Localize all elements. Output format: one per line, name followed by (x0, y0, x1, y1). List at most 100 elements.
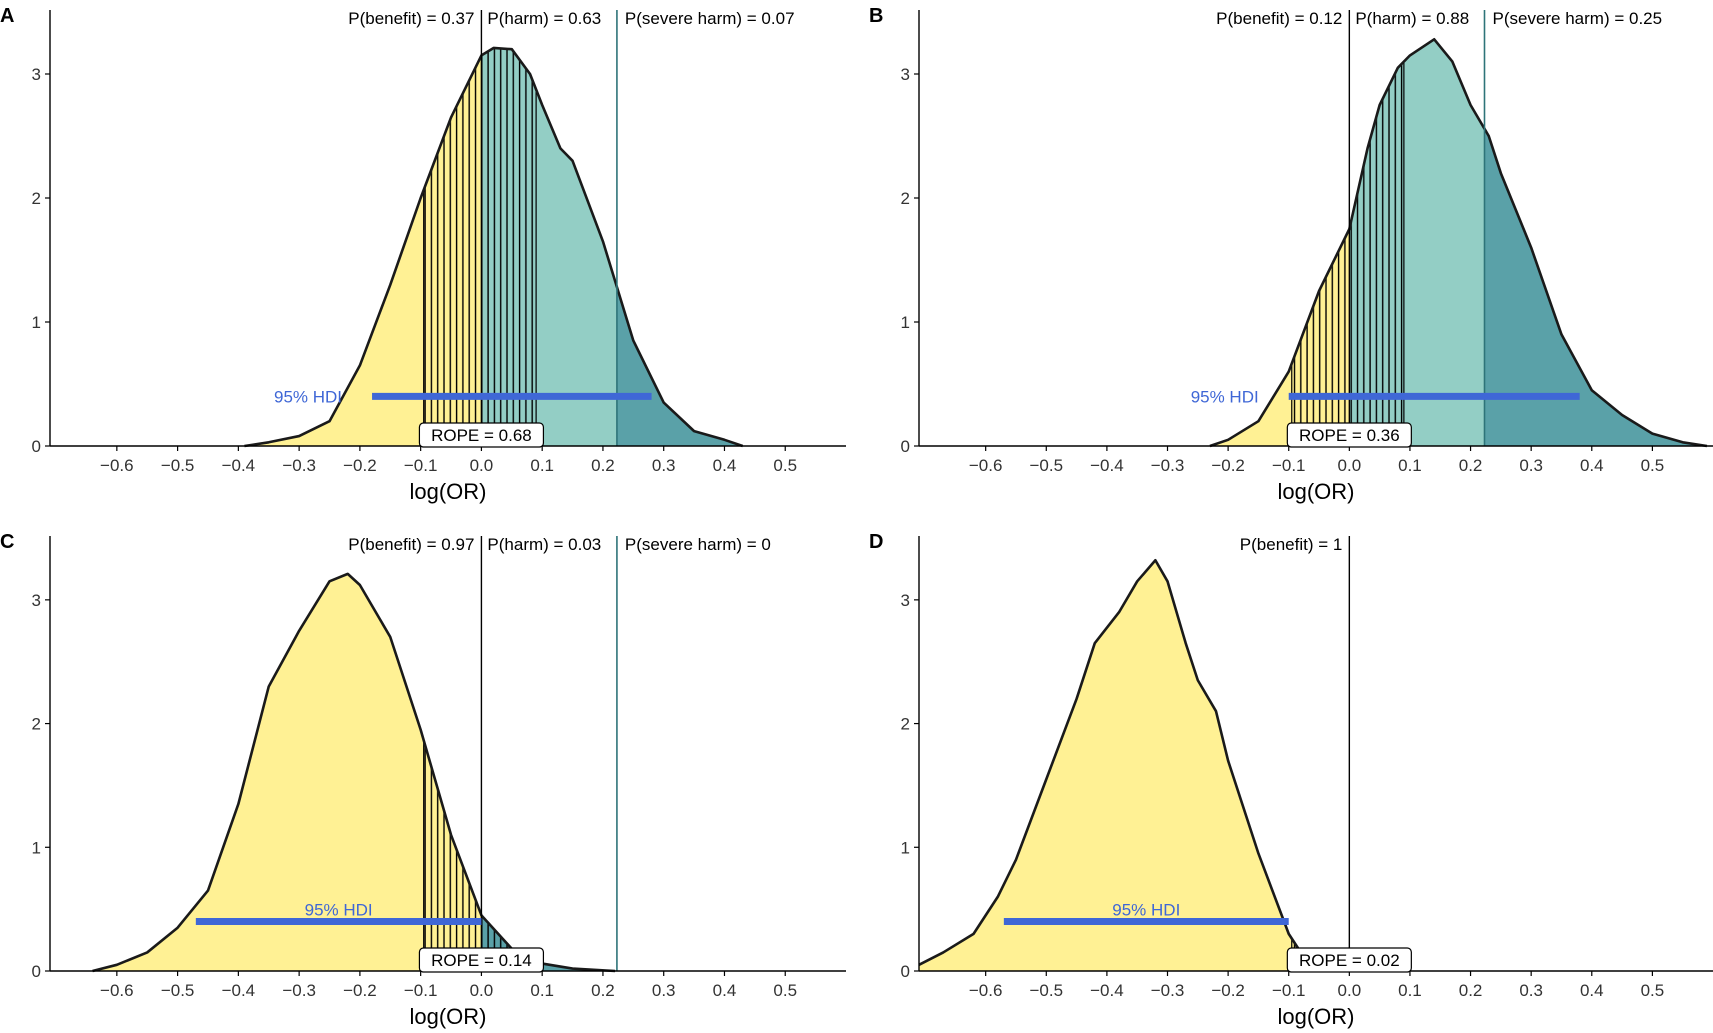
x-tick-label: 0.2 (1459, 456, 1483, 475)
x-tick-label: 0.5 (1641, 456, 1665, 475)
p-harm-label: P(harm) = 0.63 (487, 9, 601, 28)
x-tick-label: 0.3 (1519, 981, 1543, 1000)
x-tick-label: −0.3 (1151, 981, 1185, 1000)
x-tick-label: 0.5 (1641, 981, 1665, 1000)
x-tick-label: −0.2 (343, 981, 377, 1000)
y-tick-label: 0 (901, 962, 910, 981)
x-tick-label: 0.3 (1519, 456, 1543, 475)
rope-label: ROPE = 0.36 (1286, 422, 1412, 448)
x-tick-label: −0.4 (222, 981, 256, 1000)
x-tick-label: 0.3 (652, 981, 676, 1000)
x-axis-title: log(OR) (1277, 1004, 1354, 1029)
x-tick-label: −0.1 (1272, 456, 1306, 475)
x-axis-title: log(OR) (409, 479, 486, 504)
p-severe-harm-label: P(severe harm) = 0 (625, 535, 771, 554)
x-tick-label: 0.0 (470, 981, 494, 1000)
y-tick-label: 2 (901, 715, 910, 734)
panel-d: 0 1 2 3 −0.6 −0.5 −0.4 −0.3 −0.2 −0.1 0.0 0.1 0.2 0.3… (869, 531, 1713, 1029)
benefit-region (244, 55, 482, 447)
x-tick-label: −0.6 (100, 981, 134, 1000)
benefit-region (92, 574, 482, 971)
p-benefit-label: P(benefit) = 0.12 (1216, 9, 1342, 28)
rope-label: ROPE = 0.02 (1286, 947, 1412, 973)
y-tick-label: 0 (32, 437, 41, 456)
rope-region (423, 47, 537, 447)
panel-c: 0 1 2 3 −0.6 −0.5 −0.4 −0.3 −0.2 −0.1 0.0 0.1 0.2 0.3… (0, 531, 846, 1029)
rope-label: ROPE = 0.14 (418, 947, 545, 973)
y-tick-label: 1 (32, 838, 41, 857)
hdi-label: 95% HDI (1112, 901, 1180, 920)
x-tick-label: −0.6 (100, 456, 134, 475)
x-tick-label: −0.1 (404, 981, 438, 1000)
p-harm-label: P(harm) = 0.03 (487, 535, 601, 554)
x-tick-label: −0.1 (1272, 981, 1306, 1000)
svg-text:ROPE = 0.36: ROPE = 0.36 (1299, 426, 1400, 445)
x-tick-label: −0.4 (1090, 456, 1124, 475)
y-tick-label: 2 (32, 189, 41, 208)
rope-region (1291, 61, 1404, 446)
panel-label: B (869, 5, 883, 27)
x-tick-label: −0.3 (282, 456, 316, 475)
x-tick-label: −0.4 (222, 456, 256, 475)
severe-harm-region (616, 287, 743, 446)
x-axis-title: log(OR) (409, 1004, 486, 1029)
y-tick-label: 1 (901, 313, 910, 332)
x-tick-label: 0.1 (530, 456, 554, 475)
svg-text:ROPE = 0.68: ROPE = 0.68 (431, 426, 532, 445)
y-tick-label: 3 (32, 65, 41, 84)
panel-label: A (0, 5, 14, 27)
density-curve (244, 46, 744, 448)
x-tick-label: −0.5 (1030, 981, 1064, 1000)
y-tick-label: 3 (901, 591, 910, 610)
rope-label: ROPE = 0.68 (418, 422, 545, 448)
hdi-label: 95% HDI (305, 901, 373, 920)
y-tick-label: 1 (32, 313, 41, 332)
x-tick-label: 0.1 (530, 981, 554, 1000)
x-tick-label: 0.1 (1398, 456, 1422, 475)
density-curve (1209, 37, 1708, 448)
x-axis-title: log(OR) (1277, 479, 1354, 504)
panel-label: C (0, 531, 14, 553)
hdi-label: 95% HDI (274, 387, 342, 406)
svg-text:ROPE = 0.02: ROPE = 0.02 (1299, 951, 1400, 970)
density-curve (918, 558, 1315, 972)
rope-region (423, 740, 537, 971)
svg-text:ROPE = 0.14: ROPE = 0.14 (431, 951, 532, 970)
x-tick-label: −0.5 (161, 456, 195, 475)
p-severe-harm-label: P(severe harm) = 0.25 (1492, 9, 1662, 28)
panel-b: 0 1 2 3 −0.6 −0.5 −0.4 −0.3 −0.2 −0.1 0.0 0.1 0.2 0.3… (869, 5, 1713, 504)
x-tick-label: 0.2 (591, 456, 615, 475)
hdi-label: 95% HDI (1191, 387, 1259, 406)
x-tick-label: −0.3 (1151, 456, 1185, 475)
x-tick-label: 0.4 (713, 456, 737, 475)
p-severe-harm-label: P(severe harm) = 0.07 (625, 9, 795, 28)
y-tick-label: 2 (32, 715, 41, 734)
x-tick-label: 0.4 (1580, 456, 1604, 475)
p-benefit-label: P(benefit) = 1 (1240, 535, 1343, 554)
panel-a: 0 1 2 3 −0.6 −0.5 −0.4 −0.3 −0.2 −0.1 0.0 0.1 0.2 0.3… (0, 5, 846, 504)
x-tick-label: −0.2 (343, 456, 377, 475)
x-tick-label: −0.3 (282, 981, 316, 1000)
x-tick-label: 0.2 (591, 981, 615, 1000)
x-tick-label: −0.2 (1211, 456, 1245, 475)
x-tick-label: 0.3 (652, 456, 676, 475)
x-tick-label: 0.2 (1459, 981, 1483, 1000)
p-benefit-label: P(benefit) = 0.97 (348, 535, 474, 554)
y-tick-label: 2 (901, 189, 910, 208)
x-tick-label: 0.1 (1398, 981, 1422, 1000)
benefit-region (919, 560, 1313, 971)
x-tick-label: −0.2 (1211, 981, 1245, 1000)
x-tick-label: 0.0 (470, 456, 494, 475)
x-tick-label: −0.6 (969, 456, 1003, 475)
severe-harm-region (1484, 128, 1707, 446)
x-tick-label: 0.0 (1338, 981, 1362, 1000)
x-tick-label: −0.4 (1090, 981, 1124, 1000)
x-tick-label: −0.1 (404, 456, 438, 475)
p-harm-label: P(harm) = 0.88 (1355, 9, 1469, 28)
x-tick-label: 0.0 (1338, 456, 1362, 475)
panel-label: D (869, 531, 883, 553)
x-tick-label: −0.6 (969, 981, 1003, 1000)
x-tick-label: −0.5 (1030, 456, 1064, 475)
y-tick-label: 1 (901, 838, 910, 857)
